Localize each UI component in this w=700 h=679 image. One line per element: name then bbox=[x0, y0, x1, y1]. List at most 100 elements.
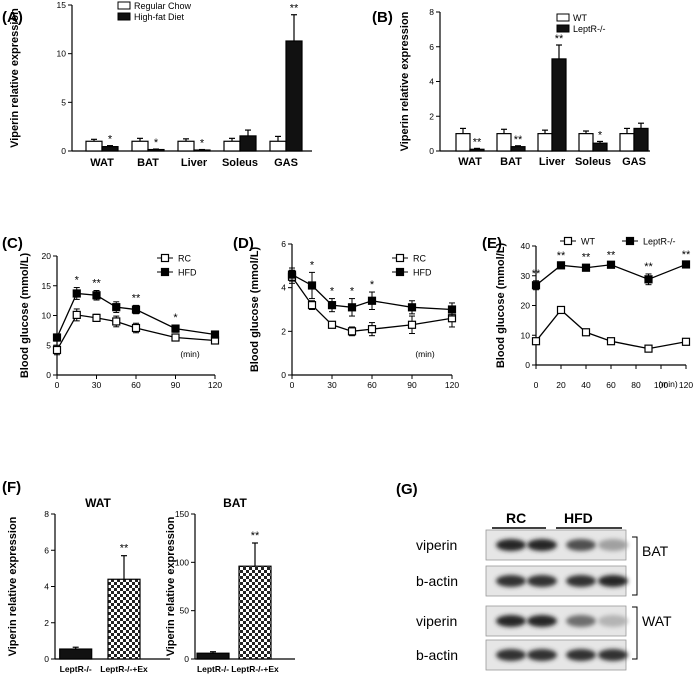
x-tick-label: 0 bbox=[55, 380, 60, 390]
blot-group-hfd: HFD bbox=[564, 510, 593, 526]
blot-group-rc: RC bbox=[506, 510, 526, 526]
chart-e: 0 10 20 30 40 Blood glucose (mmol/L) 0 20 40 60 80… bbox=[495, 237, 693, 391]
y-tick-label: 100 bbox=[175, 557, 189, 567]
y-tick-label: 150 bbox=[175, 509, 189, 519]
y-tick-label: 0 bbox=[61, 146, 66, 156]
legend-marker bbox=[395, 253, 405, 263]
chart-d: 0 2 4 6 Blood glucose (mmol/L) 0 30 60 90 120 (min… bbox=[249, 239, 459, 390]
data-point bbox=[72, 289, 81, 298]
legend-label: LeptR-/- bbox=[573, 24, 606, 34]
significance-label: ** bbox=[132, 292, 141, 304]
x-tick-label: 80 bbox=[631, 380, 641, 390]
blot-tissue-wat: WAT bbox=[642, 613, 672, 629]
significance-label: ** bbox=[120, 543, 129, 555]
x-tick-label: 30 bbox=[92, 380, 102, 390]
blot-row-label: b-actin bbox=[416, 647, 458, 663]
x-tick-label: 40 bbox=[581, 380, 591, 390]
bar bbox=[269, 140, 287, 152]
panel-label-c: (C) bbox=[2, 235, 23, 252]
bar bbox=[147, 148, 165, 152]
legend-swatch bbox=[117, 12, 131, 21]
y-tick-label: 4 bbox=[429, 77, 434, 87]
y-tick-label: 0 bbox=[429, 146, 434, 156]
x-tick-label: 60 bbox=[367, 380, 377, 390]
x-tick-label: 100 bbox=[654, 380, 668, 390]
category-label: LeptR-/-+Ex bbox=[231, 664, 279, 674]
chart-f-wat: 0 2 4 6 8 Viperin relative expression WAT LeptR… bbox=[7, 496, 170, 674]
blot-band bbox=[566, 539, 596, 551]
y-tick-label: 6 bbox=[281, 239, 286, 249]
y-axis-label: Blood glucose (mmol/L) bbox=[19, 253, 31, 379]
data-point bbox=[287, 270, 297, 279]
data-point bbox=[681, 337, 691, 346]
category-label: LeptR-/- bbox=[60, 664, 92, 674]
legend-label: WT bbox=[581, 237, 595, 247]
data-point bbox=[681, 260, 691, 269]
series-line bbox=[535, 309, 687, 350]
y-tick-label: 10 bbox=[42, 311, 52, 321]
data-point bbox=[367, 325, 377, 334]
blot-band bbox=[496, 649, 526, 661]
y-tick-label: 5 bbox=[46, 340, 51, 350]
significance-label: ** bbox=[514, 134, 523, 146]
category-label: WAT bbox=[90, 157, 114, 169]
significance-label: ** bbox=[532, 268, 541, 280]
panel-label-e: (E) bbox=[482, 235, 502, 252]
chart-c: 0 5 10 15 20 Blood glucose (mmol/L) 0 30 60 90 120… bbox=[19, 251, 222, 390]
bar bbox=[239, 135, 257, 152]
data-point bbox=[606, 337, 616, 346]
chart-b: 0 2 4 6 8 Viperin relative expression ** WAT ** B… bbox=[399, 7, 650, 168]
x-tick-label: 90 bbox=[171, 380, 181, 390]
y-tick-label: 20 bbox=[42, 251, 52, 261]
category-label: Liver bbox=[181, 157, 208, 169]
data-point bbox=[447, 305, 457, 314]
data-point bbox=[72, 310, 81, 320]
bar bbox=[59, 648, 93, 660]
significance-label: * bbox=[330, 286, 335, 298]
data-point bbox=[407, 303, 417, 312]
y-tick-label: 6 bbox=[429, 42, 434, 52]
y-tick-label: 8 bbox=[44, 509, 49, 519]
blot-band bbox=[527, 575, 557, 587]
y-tick-label: 2 bbox=[429, 111, 434, 121]
x-tick-label: 120 bbox=[208, 380, 222, 390]
panel-label-d: (D) bbox=[233, 235, 254, 252]
x-tick-label: 60 bbox=[131, 380, 141, 390]
data-point bbox=[112, 317, 121, 326]
y-tick-label: 4 bbox=[44, 582, 49, 592]
data-point bbox=[644, 275, 653, 284]
panel-label-g: (G) bbox=[396, 481, 418, 498]
category-label: LeptR-/- bbox=[197, 664, 229, 674]
significance-label: ** bbox=[682, 249, 691, 261]
legend-label: RC bbox=[413, 254, 426, 264]
data-point bbox=[531, 281, 541, 290]
bar bbox=[496, 133, 512, 152]
x-tick-label: 0 bbox=[290, 380, 295, 390]
significance-label: ** bbox=[582, 251, 591, 263]
significance-label: ** bbox=[644, 261, 653, 273]
data-point bbox=[367, 296, 377, 305]
y-tick-label: 5 bbox=[61, 97, 66, 107]
y-tick-label: 50 bbox=[180, 606, 190, 616]
legend-swatch bbox=[556, 13, 570, 22]
data-point bbox=[52, 333, 62, 342]
blot-band bbox=[496, 539, 526, 551]
category-label: GAS bbox=[274, 157, 298, 169]
bar bbox=[85, 140, 103, 152]
y-tick-label: 15 bbox=[57, 0, 67, 10]
x-tick-label: 90 bbox=[407, 380, 417, 390]
legend-marker bbox=[563, 236, 573, 246]
data-point bbox=[644, 344, 653, 353]
significance-label: * bbox=[370, 279, 375, 291]
category-label: LeptR-/-+Ex bbox=[100, 664, 148, 674]
data-point bbox=[606, 260, 616, 269]
chart-title: BAT bbox=[223, 496, 247, 510]
x-tick-label: 30 bbox=[327, 380, 337, 390]
y-tick-label: 0 bbox=[46, 370, 51, 380]
significance-label: ** bbox=[251, 530, 260, 542]
x-tick-label: 20 bbox=[556, 380, 566, 390]
y-tick-label: 20 bbox=[521, 301, 531, 311]
data-point bbox=[556, 305, 566, 315]
data-point bbox=[327, 301, 337, 310]
